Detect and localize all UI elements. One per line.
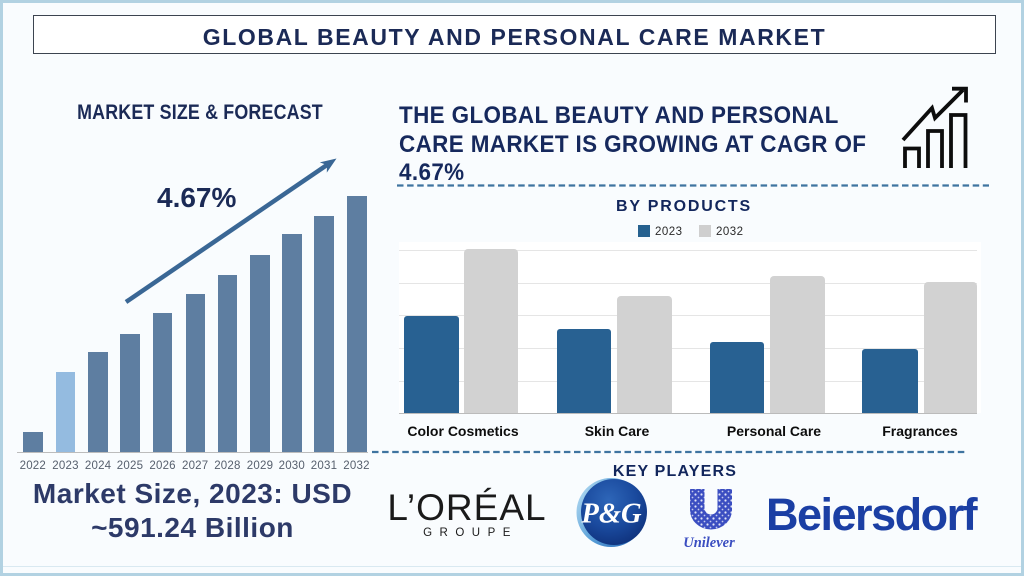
svg-text:P&G: P&G xyxy=(580,499,642,530)
